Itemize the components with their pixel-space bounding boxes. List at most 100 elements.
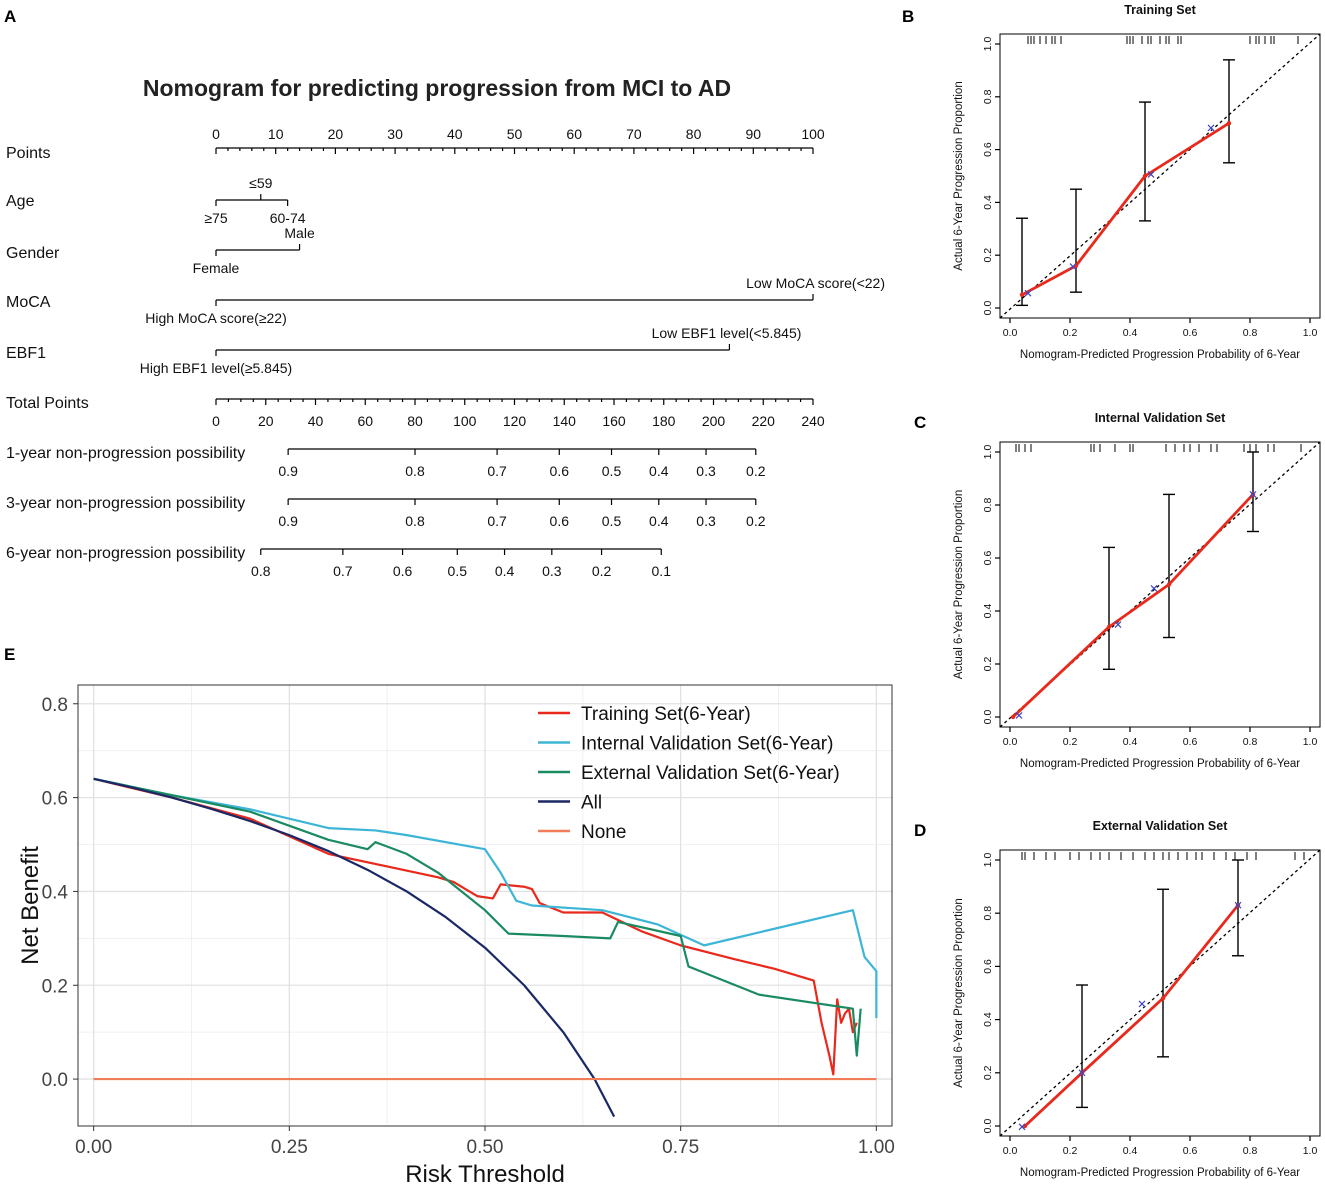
x-axis-label: Nomogram-Predicted Progression Probabili… <box>1020 1167 1300 1179</box>
bias-corrected-marker <box>1138 1000 1146 1008</box>
probability-tick-label: 0.5 <box>602 513 622 529</box>
y-tick-label: 0.4 <box>982 195 994 210</box>
probability-tick-label: 0.2 <box>746 513 766 529</box>
panel-label-c: C <box>914 413 926 432</box>
nomogram-title: Nomogram for predicting progression from… <box>143 75 731 101</box>
total-points-tick-label: 140 <box>553 413 577 429</box>
y-tick-label: 0.6 <box>42 789 68 810</box>
x-tick-label: 0.4 <box>1123 327 1138 339</box>
row-label-points: Points <box>6 145 50 162</box>
calibration-point <box>1226 121 1232 126</box>
x-tick-label: 1.0 <box>1303 327 1318 339</box>
y-axis-label: Actual 6-Year Progression Proportion <box>953 490 965 679</box>
calibration-line <box>1021 122 1230 297</box>
x-tick-label: 0.2 <box>1063 736 1078 748</box>
x-tick-label: 0.0 <box>1003 327 1018 339</box>
bias-corrected-marker <box>1024 289 1032 297</box>
calibration-point <box>1106 624 1112 630</box>
ideal-diagonal <box>999 849 1321 1137</box>
row-label-ebf1: EBF1 <box>6 345 46 362</box>
x-tick-label: 0.6 <box>1183 1145 1198 1157</box>
x-tick-label: 1.0 <box>1303 1145 1318 1157</box>
bias-corrected-marker <box>1114 621 1122 628</box>
y-tick-label: 0.8 <box>982 89 994 104</box>
probability-tick-label: 0.2 <box>746 463 766 479</box>
y-tick-label: 0.8 <box>42 695 68 716</box>
legend-label: External Validation Set(6-Year) <box>581 763 840 784</box>
probability-tick-label: 0.8 <box>405 463 425 479</box>
y-tick-label: 0.6 <box>982 959 994 974</box>
bias-corrected-marker <box>1150 585 1158 592</box>
x-tick-label: 0.25 <box>271 1137 308 1158</box>
probability-tick-label: 0.9 <box>278 513 298 529</box>
panel-label-e: E <box>4 645 15 664</box>
y-tick-label: 0.2 <box>982 1065 994 1080</box>
points-tick-label: 20 <box>328 126 344 142</box>
x-tick-label: 0.0 <box>1003 1145 1018 1157</box>
variable-level-label: Male <box>284 225 315 241</box>
x-tick-label: 0.6 <box>1183 736 1198 748</box>
y-tick-label: 0.8 <box>982 906 994 921</box>
x-tick-label: 0.6 <box>1183 327 1198 339</box>
total-points-tick-label: 0 <box>212 413 220 429</box>
x-axis-label: Nomogram-Predicted Progression Probabili… <box>1020 349 1300 361</box>
total-points-tick-label: 40 <box>308 413 324 429</box>
probability-tick-label: 0.9 <box>278 463 298 479</box>
points-tick-label: 0 <box>212 126 220 142</box>
total-points-tick-label: 100 <box>453 413 477 429</box>
x-tick-label: 0.75 <box>662 1137 699 1158</box>
total-points-tick-label: 240 <box>801 413 825 429</box>
y-tick-label: 0.4 <box>42 882 69 903</box>
variable-level-label: ≤59 <box>249 175 272 191</box>
calibration-point <box>1019 292 1025 297</box>
x-tick-label: 0.8 <box>1243 1145 1258 1157</box>
x-tick-label: 1.00 <box>858 1137 895 1158</box>
probability-tick-label: 0.3 <box>542 563 562 579</box>
plot-frame <box>999 849 1321 1137</box>
variable-level-label: ≥75 <box>204 210 227 226</box>
points-tick-label: 90 <box>746 126 762 142</box>
probability-tick-label: 0.6 <box>393 563 413 579</box>
calibration-line <box>1012 493 1255 719</box>
x-tick-label: 1.0 <box>1303 736 1318 748</box>
bias-corrected-marker <box>1018 1123 1026 1131</box>
probability-tick-label: 0.6 <box>550 513 570 529</box>
ideal-diagonal <box>999 33 1321 319</box>
y-axis-label: Actual 6-Year Progression Proportion <box>953 81 965 270</box>
x-tick-label: 0.2 <box>1063 1145 1078 1157</box>
calibration-point <box>1160 996 1166 1001</box>
row-label-total-points: Total Points <box>6 395 89 412</box>
x-tick-label: 0.4 <box>1123 1145 1138 1157</box>
points-tick-label: 60 <box>566 126 582 142</box>
probability-tick-label: 0.5 <box>602 463 622 479</box>
total-points-tick-label: 180 <box>652 413 676 429</box>
y-tick-label: 0.6 <box>982 551 994 566</box>
row-label-age: Age <box>6 193 35 210</box>
bias-corrected-marker <box>1078 1069 1086 1077</box>
variable-level-label: Low EBF1 level(<5.845) <box>652 325 802 341</box>
decision-curve-panel: E 0.00 0.25 0.50 0.75 1.00 0.0 0.2 0.4 0.6 0.8 Tra… <box>4 645 895 1188</box>
y-tick-label: 1.0 <box>982 445 994 460</box>
y-tick-label: 0.4 <box>982 1012 994 1027</box>
plot-frame <box>999 441 1321 728</box>
x-tick-label: 0.4 <box>1123 736 1138 748</box>
probability-row-label: 3-year non-progression possibility <box>6 495 245 512</box>
y-tick-label: 0.8 <box>982 498 994 513</box>
calibration-point <box>1010 714 1016 720</box>
y-tick-label: 0.2 <box>982 248 994 263</box>
variable-level-label: High MoCA score(≥22) <box>145 310 287 326</box>
y-tick-label: 0.0 <box>982 301 994 316</box>
y-tick-label: 1.0 <box>982 853 994 868</box>
legend-label: Training Set(6-Year) <box>581 704 751 725</box>
panel-label-b: B <box>902 7 914 26</box>
points-tick-label: 50 <box>507 126 523 142</box>
probability-tick-label: 0.6 <box>550 463 570 479</box>
x-axis-label: Risk Threshold <box>405 1161 565 1188</box>
probability-tick-label: 0.8 <box>405 513 425 529</box>
total-points-tick-label: 160 <box>602 413 626 429</box>
probability-tick-label: 0.7 <box>487 513 507 529</box>
total-points-tick-label: 120 <box>503 413 527 429</box>
points-tick-label: 80 <box>686 126 702 142</box>
total-points-tick-label: 60 <box>357 413 373 429</box>
